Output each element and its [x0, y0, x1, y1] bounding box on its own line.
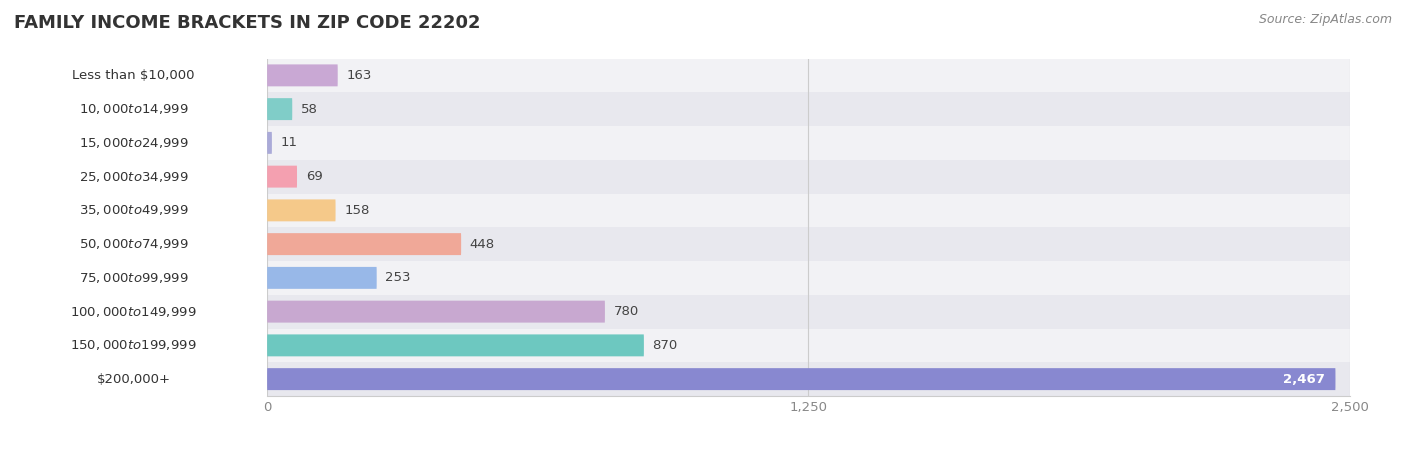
- FancyBboxPatch shape: [267, 166, 1350, 188]
- FancyBboxPatch shape: [267, 58, 1350, 92]
- FancyBboxPatch shape: [267, 233, 461, 255]
- FancyBboxPatch shape: [267, 368, 1350, 390]
- FancyBboxPatch shape: [267, 261, 1350, 295]
- Text: $50,000 to $74,999: $50,000 to $74,999: [79, 237, 188, 251]
- FancyBboxPatch shape: [267, 334, 1350, 356]
- Text: $35,000 to $49,999: $35,000 to $49,999: [79, 203, 188, 217]
- Text: 2,467: 2,467: [1282, 373, 1324, 386]
- Text: Source: ZipAtlas.com: Source: ZipAtlas.com: [1258, 14, 1392, 27]
- FancyBboxPatch shape: [267, 362, 1350, 396]
- Text: 163: 163: [346, 69, 371, 82]
- Text: $200,000+: $200,000+: [97, 373, 170, 386]
- FancyBboxPatch shape: [267, 166, 297, 188]
- Text: 780: 780: [613, 305, 638, 318]
- FancyBboxPatch shape: [267, 199, 336, 221]
- Text: 448: 448: [470, 238, 495, 251]
- FancyBboxPatch shape: [267, 267, 377, 289]
- Text: Less than $10,000: Less than $10,000: [72, 69, 195, 82]
- Text: 158: 158: [344, 204, 370, 217]
- Text: $75,000 to $99,999: $75,000 to $99,999: [79, 271, 188, 285]
- FancyBboxPatch shape: [267, 98, 1350, 120]
- FancyBboxPatch shape: [267, 199, 1350, 221]
- Text: $10,000 to $14,999: $10,000 to $14,999: [79, 102, 188, 116]
- Text: 69: 69: [305, 170, 322, 183]
- Text: 253: 253: [385, 271, 411, 284]
- FancyBboxPatch shape: [267, 64, 1350, 86]
- Text: FAMILY INCOME BRACKETS IN ZIP CODE 22202: FAMILY INCOME BRACKETS IN ZIP CODE 22202: [14, 14, 481, 32]
- FancyBboxPatch shape: [267, 227, 1350, 261]
- Text: $25,000 to $34,999: $25,000 to $34,999: [79, 170, 188, 184]
- FancyBboxPatch shape: [267, 132, 1350, 154]
- Text: $100,000 to $149,999: $100,000 to $149,999: [70, 305, 197, 319]
- FancyBboxPatch shape: [267, 267, 1350, 289]
- FancyBboxPatch shape: [267, 92, 1350, 126]
- FancyBboxPatch shape: [267, 160, 1350, 194]
- FancyBboxPatch shape: [267, 98, 292, 120]
- FancyBboxPatch shape: [267, 132, 271, 154]
- FancyBboxPatch shape: [267, 194, 1350, 227]
- FancyBboxPatch shape: [267, 295, 1350, 328]
- FancyBboxPatch shape: [267, 334, 644, 356]
- FancyBboxPatch shape: [267, 126, 1350, 160]
- Text: $15,000 to $24,999: $15,000 to $24,999: [79, 136, 188, 150]
- Text: $150,000 to $199,999: $150,000 to $199,999: [70, 338, 197, 352]
- FancyBboxPatch shape: [267, 328, 1350, 362]
- FancyBboxPatch shape: [267, 301, 605, 323]
- Text: 58: 58: [301, 103, 318, 116]
- FancyBboxPatch shape: [267, 64, 337, 86]
- Text: 11: 11: [281, 136, 298, 149]
- Text: 870: 870: [652, 339, 678, 352]
- FancyBboxPatch shape: [267, 368, 1336, 390]
- FancyBboxPatch shape: [267, 301, 1350, 323]
- FancyBboxPatch shape: [267, 233, 1350, 255]
